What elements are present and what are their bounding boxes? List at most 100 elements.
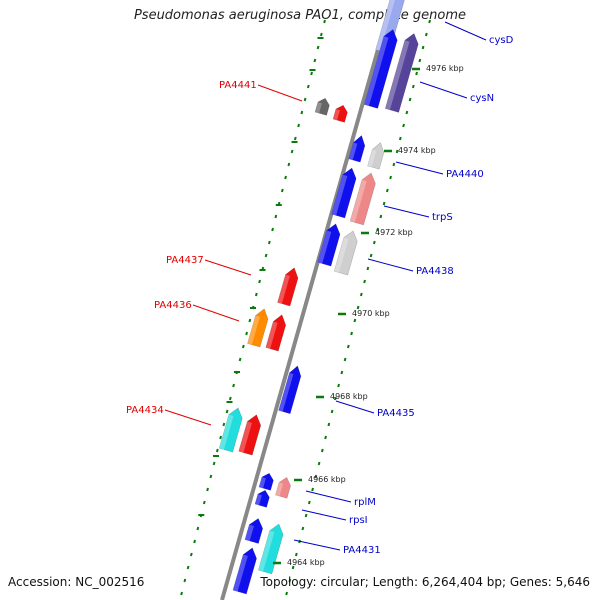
tick-mark-right xyxy=(340,370,344,375)
gene-arrow-highlight xyxy=(331,174,348,216)
PA4441-gene-arrow xyxy=(314,97,330,116)
gene-arrow-highlight xyxy=(238,421,253,453)
tick-mark-right xyxy=(350,331,353,336)
trpS-gene-arrow-body xyxy=(349,172,376,226)
tick-mark-right xyxy=(294,552,298,557)
PA4441-gene-arrow-body xyxy=(314,97,330,116)
PA4435-gene-arrow-highlight xyxy=(278,372,294,412)
tick-mark-right xyxy=(366,266,370,271)
tick-mark-left xyxy=(313,58,317,63)
leader-line-left xyxy=(164,409,212,426)
PA4440-gene-arrow xyxy=(367,142,385,170)
leader-line-right xyxy=(444,21,487,41)
tick-mark-right xyxy=(428,19,431,24)
PA4436-gene-arrow-body xyxy=(247,308,269,348)
tick-mark-right xyxy=(343,357,347,362)
tick-mark-left xyxy=(209,474,213,479)
gene-arrow-body xyxy=(254,489,270,508)
cysN-gene-arrow xyxy=(384,33,419,113)
tick-mark-left xyxy=(323,19,326,24)
tick-mark-left xyxy=(293,136,297,141)
rplM-gene-arrow-body xyxy=(275,477,291,499)
kbp-label: 4964 kbp xyxy=(287,558,325,567)
tick-mark-left xyxy=(290,149,294,154)
tick-mark-left xyxy=(183,578,187,583)
tick-mark-right xyxy=(317,461,321,466)
PA4438-gene-arrow xyxy=(333,230,358,276)
gene-arrow-highlight xyxy=(265,321,278,349)
PA4440-gene-arrow-body xyxy=(367,142,385,170)
tick-mark-right xyxy=(337,383,340,388)
leader-line-right xyxy=(367,258,414,272)
PA4434-gene-arrow-body xyxy=(218,407,243,453)
gene-arrow-highlight xyxy=(244,524,254,541)
leader-line-left xyxy=(192,304,240,322)
gene-arrow-highlight xyxy=(232,554,248,592)
tick-mark-right xyxy=(314,474,318,479)
cysD-gene-arrow-highlight xyxy=(375,0,398,52)
PA4437-gene-arrow-highlight xyxy=(277,274,290,304)
gene-arrow xyxy=(238,414,262,456)
tick-mark-left xyxy=(222,422,226,427)
gene-arrow xyxy=(258,472,274,491)
tick-mark-right xyxy=(405,110,409,115)
kbp-label: 4970 kbp xyxy=(352,309,390,318)
tick-mark-right xyxy=(307,500,311,505)
PA4431-gene-arrow xyxy=(258,523,284,575)
PA4434-gene-arrow-highlight xyxy=(219,414,234,450)
PA4438-gene-arrow-body xyxy=(333,230,358,276)
leader-line-right xyxy=(383,205,430,218)
tick-mark-left xyxy=(193,539,196,544)
tick-mark-left xyxy=(228,396,232,401)
leader-line-right xyxy=(293,539,341,551)
tick-mark-right xyxy=(395,149,399,154)
tick-mark-right xyxy=(333,396,337,401)
PA4437-gene-arrow xyxy=(277,267,299,307)
tick-mark-left xyxy=(202,500,206,505)
tick-mark-left xyxy=(196,526,200,531)
gene-label-right: PA4435 xyxy=(377,408,415,419)
tick-mark-left xyxy=(258,279,261,284)
tick-mark-right xyxy=(398,136,402,141)
tick-mark-left xyxy=(238,357,242,362)
gene-arrow-body xyxy=(238,414,262,456)
tick-mark-right xyxy=(369,253,373,258)
tick-mark-left xyxy=(306,84,310,89)
PA4434-gene-arrow xyxy=(218,407,243,453)
gene-arrow-highlight xyxy=(255,494,262,506)
gene-arrow-highlight xyxy=(259,477,266,489)
tick-mark-right xyxy=(382,201,386,206)
tick-mark-left xyxy=(274,214,278,219)
gene-label-left: PA4437 xyxy=(166,255,204,266)
gene-arrow xyxy=(363,29,398,109)
rplM-gene-arrow xyxy=(275,477,291,499)
PA4440-gene-arrow-highlight xyxy=(367,149,377,168)
PA4431-gene-arrow-body xyxy=(258,523,284,575)
gene-arrow xyxy=(317,223,341,267)
gene-label-right: PA4440 xyxy=(446,169,484,180)
gene-label-right: cysD xyxy=(489,35,514,46)
tick-mark-left xyxy=(297,123,300,128)
gene-label-right: PA4438 xyxy=(416,266,454,277)
gene-arrow-highlight xyxy=(348,142,358,161)
tick-mark-left xyxy=(212,461,216,466)
tick-mark-right xyxy=(415,71,418,76)
tick-mark-left xyxy=(287,162,291,167)
tick-mark-right xyxy=(402,123,405,128)
leader-line-right xyxy=(395,161,444,175)
gene-arrow xyxy=(254,489,270,508)
tick-mark-right xyxy=(392,162,396,167)
gene-arrow-highlight xyxy=(333,109,340,121)
rplM-gene-arrow-highlight xyxy=(275,482,284,497)
tick-mark-right xyxy=(311,487,314,492)
trpS-gene-arrow-highlight xyxy=(350,179,367,223)
gene-arrow-body xyxy=(232,547,257,595)
tick-mark-left xyxy=(254,292,258,297)
tick-mark-left xyxy=(303,97,307,102)
kbp-label: 4968 kbp xyxy=(330,392,368,401)
PA4436-gene-arrow-highlight xyxy=(247,315,260,345)
map-title: Pseudomonas aeruginosa PAO1, complete ge… xyxy=(133,8,467,23)
gene-arrow-body xyxy=(258,472,274,491)
gene-arrow-highlight xyxy=(364,36,389,106)
